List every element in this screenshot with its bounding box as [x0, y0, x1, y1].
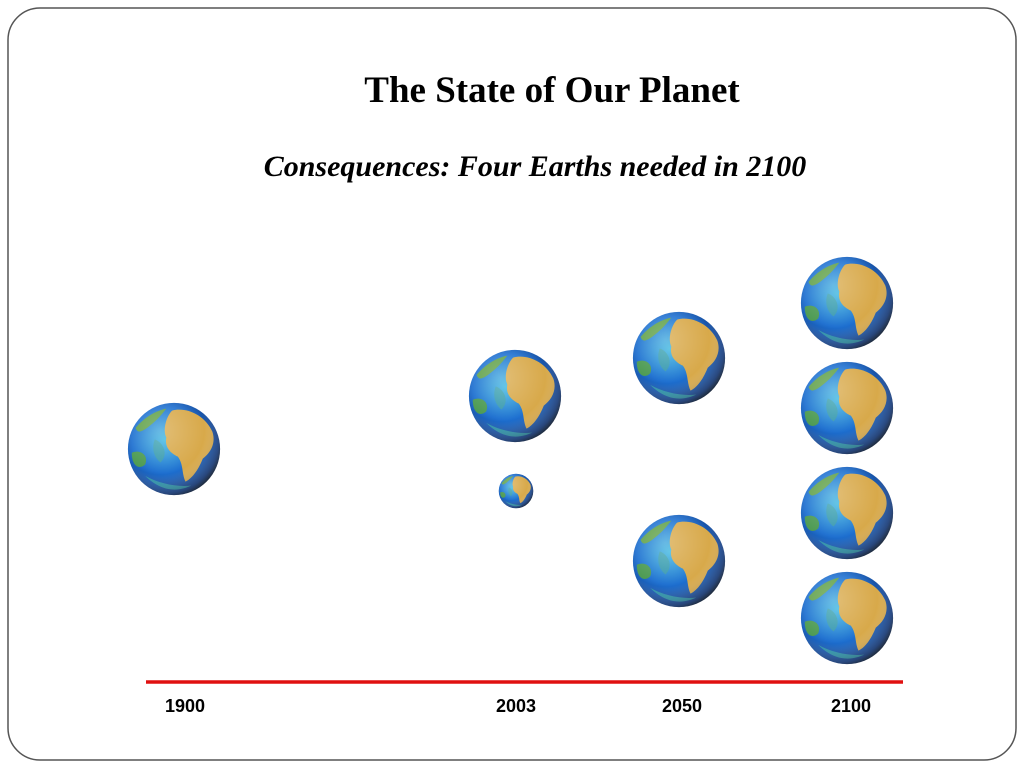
earth-icon	[800, 361, 894, 455]
earth-icon	[800, 466, 894, 560]
year-label: 1900	[165, 696, 205, 716]
title: The State of Our Planet	[364, 70, 740, 111]
earth-icon	[498, 473, 534, 509]
earth-icon	[632, 311, 726, 405]
subtitle: Consequences: Four Earths needed in 2100	[264, 150, 807, 183]
earth-icon	[800, 256, 894, 350]
earth-icon	[468, 349, 562, 443]
earth-icon	[632, 514, 726, 608]
earth-icon	[127, 402, 221, 496]
year-label: 2100	[831, 696, 871, 716]
earth-icon	[800, 571, 894, 665]
year-label: 2050	[662, 696, 702, 716]
year-label: 2003	[496, 696, 536, 716]
